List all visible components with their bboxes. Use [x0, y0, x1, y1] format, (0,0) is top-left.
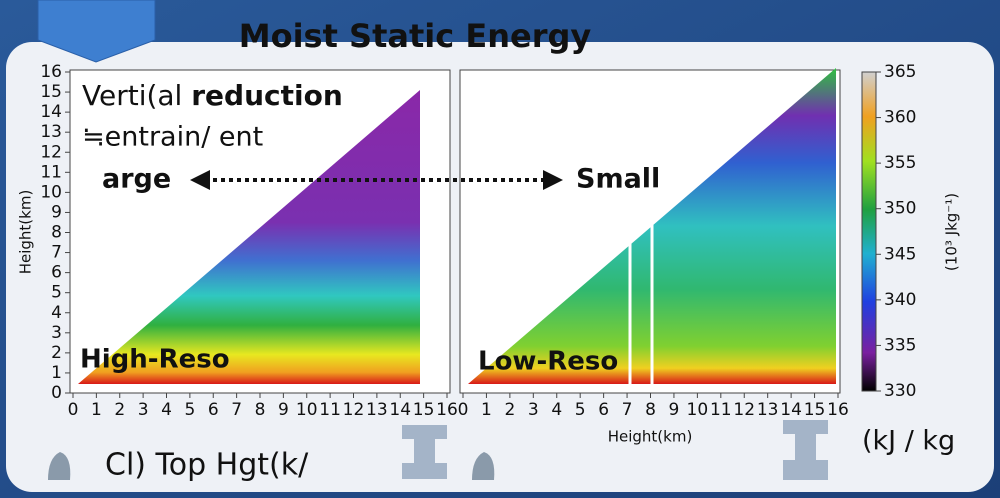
colorbar	[861, 71, 877, 392]
colorbar-tick-label: 340	[884, 290, 916, 310]
annotation: Verti(al reduction	[82, 79, 343, 112]
annotation: ≒entrain/ ent	[82, 122, 263, 153]
icon	[783, 420, 828, 480]
y-tick-label: 14	[40, 102, 62, 122]
colorbar-tick-label: 335	[884, 335, 916, 355]
y-tick-label: 16	[40, 62, 62, 82]
x-tick-label: 12	[343, 400, 365, 420]
colorbar-label: (10³ Jkg⁻¹)	[943, 193, 961, 271]
y-tick-label: 10	[40, 182, 62, 202]
y-tick-label: 15	[40, 82, 62, 102]
x-tick-label: 12	[733, 400, 755, 420]
x-tick-label: 4	[161, 400, 172, 420]
x-tick-label: 16	[436, 400, 458, 420]
x-tick-label: 15	[804, 400, 826, 420]
annotation-text: Verti(al	[82, 79, 191, 112]
x-tick-label: 10	[296, 400, 318, 420]
footer-text: Cl) Top Hgt(k/	[105, 448, 309, 483]
icon	[472, 452, 495, 480]
y-tick-label: 8	[51, 223, 62, 243]
x-tick-label: 2	[114, 400, 125, 420]
y-tick-label: 11	[40, 162, 62, 182]
x-tick-label: 4	[551, 400, 562, 420]
x-tick-label: 6	[598, 400, 609, 420]
annotation: arge	[102, 164, 171, 195]
annotation: Small	[576, 164, 660, 195]
x-tick-label: 16	[827, 400, 849, 420]
y-tick-label: 3	[51, 323, 62, 343]
arrow-shape	[37, 0, 156, 63]
x-tick-label: 5	[184, 400, 195, 420]
x-tick-label: 5	[575, 400, 586, 420]
x-tick-label: 1	[481, 400, 492, 420]
x-axis-label: Height(km)	[608, 428, 693, 446]
x-tick-label: 9	[669, 400, 680, 420]
x-tick-label: 7	[231, 400, 242, 420]
y-tick-label: 2	[51, 343, 62, 363]
x-tick-label: 13	[757, 400, 779, 420]
icon	[402, 425, 447, 479]
x-tick-label: 11	[710, 400, 732, 420]
x-tick-label: 3	[138, 400, 149, 420]
x-tick-label: 9	[278, 400, 289, 420]
x-tick-label: 13	[366, 400, 388, 420]
y-axis-label: Height(km)	[17, 190, 35, 275]
x-tick-label: 2	[504, 400, 515, 420]
footer-text: (kJ / kg	[862, 426, 955, 457]
y-tick-label: 9	[51, 202, 62, 222]
arrow-head	[190, 170, 210, 190]
x-tick-label: 8	[255, 400, 266, 420]
x-tick-label: 14	[780, 400, 802, 420]
x-tick-label: 0	[458, 400, 469, 420]
colorbar-tick-label: 365	[884, 62, 916, 82]
x-tick-label: 8	[645, 400, 656, 420]
icon	[48, 452, 71, 480]
x-tick-label: 15	[413, 400, 435, 420]
x-tick-label: 3	[528, 400, 539, 420]
x-tick-label: 14	[389, 400, 411, 420]
panel-label: High-Reso	[80, 345, 230, 375]
colorbar-tick-label: 345	[884, 244, 916, 264]
y-tick-label: 7	[51, 243, 62, 263]
y-tick-label: 5	[51, 283, 62, 303]
panel-label: Low-Reso	[478, 347, 618, 377]
x-tick-label: 11	[319, 400, 341, 420]
colorbar-tick-label: 355	[884, 153, 916, 173]
annotation-text: reduction	[191, 79, 343, 112]
y-tick-label: 13	[40, 122, 62, 142]
y-tick-label: 12	[40, 142, 62, 162]
y-tick-label: 1	[51, 363, 62, 383]
x-tick-label: 0	[68, 400, 79, 420]
left-field	[78, 90, 420, 384]
arrow-head	[543, 170, 563, 190]
colorbar-tick-label: 330	[884, 381, 916, 401]
x-tick-label: 6	[208, 400, 219, 420]
title: Moist Static Energy	[239, 17, 592, 55]
x-tick-label: 7	[622, 400, 633, 420]
colorbar-tick-label: 350	[884, 199, 916, 219]
x-tick-label: 10	[687, 400, 709, 420]
x-tick-label: 1	[91, 400, 102, 420]
y-tick-label: 6	[51, 263, 62, 283]
colorbar-tick-label: 360	[884, 108, 916, 128]
y-tick-label: 4	[51, 303, 62, 323]
y-tick-label: 0	[51, 383, 62, 403]
